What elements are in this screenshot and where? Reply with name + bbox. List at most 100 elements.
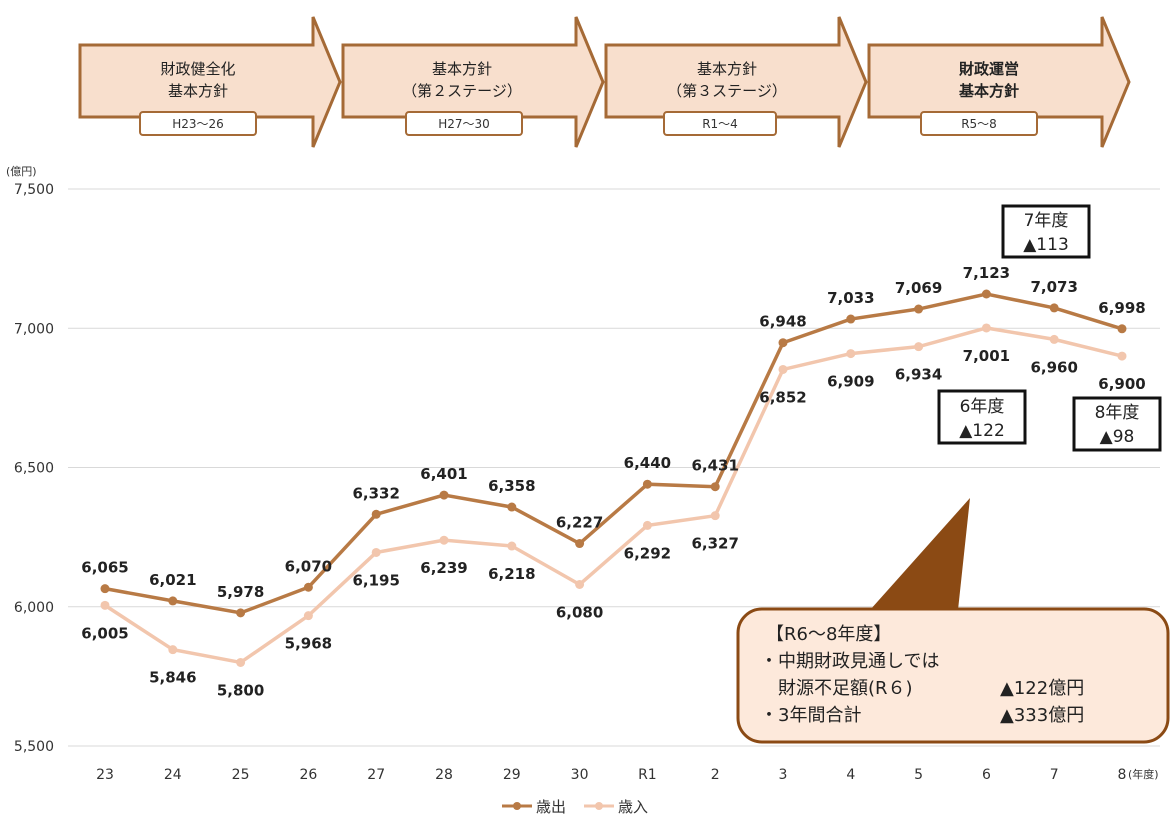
data-point xyxy=(778,364,788,374)
data-label: 6,218 xyxy=(488,565,535,583)
data-label: 6,227 xyxy=(556,514,603,532)
data-point xyxy=(1049,334,1059,344)
y-tick-label: 6,500 xyxy=(14,461,54,477)
deficit-year: 8年度 xyxy=(1095,403,1140,423)
legend-label: 歳出 xyxy=(536,798,566,816)
x-tick-label: 3 xyxy=(779,767,788,783)
phase-period: H23～26 xyxy=(172,117,224,131)
data-label: 7,033 xyxy=(827,289,874,307)
data-label: 5,978 xyxy=(217,583,264,601)
data-label: 7,073 xyxy=(1030,278,1077,296)
phase-period: H27～30 xyxy=(438,117,490,131)
x-tick-label: R1 xyxy=(638,767,657,783)
data-point xyxy=(507,541,517,551)
legend-label: 歳入 xyxy=(618,798,648,816)
data-label: 6,239 xyxy=(420,559,467,577)
data-label: 7,069 xyxy=(895,279,942,297)
x-tick-label: 25 xyxy=(232,767,250,783)
data-label: 6,998 xyxy=(1098,299,1145,317)
data-label: 5,846 xyxy=(149,669,196,687)
phase-arrow-2: 基本方針 （第２ステージ） H27～30 xyxy=(341,16,605,148)
data-point xyxy=(100,600,110,610)
data-point xyxy=(642,479,652,489)
y-axis-unit: (億円) xyxy=(6,165,37,178)
data-labels: 6,065 6,021 5,978 6,070 6,332 6,401 6,358 6,227… xyxy=(81,264,1145,699)
data-point xyxy=(303,611,313,621)
summary-note: 【R6～8年度】 ・中期財政見通しでは 財源不足額(R６) ▲122億円 ・3年… xyxy=(736,607,1170,744)
legend: 歳出 歳入 xyxy=(502,798,648,816)
phase-arrow-1: 財政健全化 基本方針 H23～26 xyxy=(78,16,342,148)
data-label: 6,431 xyxy=(691,457,738,475)
x-tick-label: 28 xyxy=(435,767,453,783)
data-point xyxy=(236,608,246,618)
note-amount-2: ▲333億円 xyxy=(1000,705,1084,726)
data-point xyxy=(371,509,381,519)
phase-title-line-2: （第３ステージ） xyxy=(667,82,787,100)
data-label: 6,195 xyxy=(352,571,399,589)
data-label: 6,005 xyxy=(81,624,128,642)
data-point xyxy=(778,338,788,348)
x-tick-label: 2 xyxy=(711,767,720,783)
data-label: 6,440 xyxy=(624,454,671,472)
deficit-box-r8: 8年度 ▲98 xyxy=(1072,396,1162,452)
data-label: 6,080 xyxy=(556,603,603,621)
phase-period: R5～8 xyxy=(961,117,997,131)
data-label: 6,960 xyxy=(1030,358,1077,376)
data-point xyxy=(914,342,924,352)
data-point xyxy=(846,349,856,359)
deficit-amount: ▲98 xyxy=(1100,427,1135,447)
note-heading: 【R6～8年度】 xyxy=(766,624,891,645)
data-point xyxy=(914,304,924,314)
data-label: 6,065 xyxy=(81,559,128,577)
data-label: 6,327 xyxy=(691,535,738,553)
data-point xyxy=(168,645,178,655)
phase-arrows: 財政健全化 基本方針 H23～26 基本方針 （第２ステージ） H27～30 基… xyxy=(78,16,1131,148)
data-label: 6,021 xyxy=(149,571,196,589)
phase-title-line-2: 基本方針 xyxy=(168,82,228,100)
deficit-box-r6: 6年度 ▲122 xyxy=(937,389,1027,445)
data-point xyxy=(642,520,652,530)
data-point xyxy=(439,490,449,500)
data-label: 6,900 xyxy=(1098,375,1145,393)
data-point xyxy=(100,584,110,594)
note-line-1: ・中期財政見通しでは xyxy=(760,651,939,672)
data-label: 6,948 xyxy=(759,313,806,331)
x-tick-label: 24 xyxy=(164,767,182,783)
x-axis-ticks: 23 24 25 26 27 28 29 30 R1 2 3 4 5 6 7 8 xyxy=(96,767,1126,783)
deficit-amount: ▲113 xyxy=(1023,235,1069,255)
y-tick-label: 6,000 xyxy=(14,600,54,616)
data-point xyxy=(168,596,178,606)
data-point xyxy=(1117,351,1127,361)
phase-title-line-1: 基本方針 xyxy=(697,60,757,78)
data-label: 6,401 xyxy=(420,465,467,483)
data-point xyxy=(371,547,381,557)
data-label: 6,292 xyxy=(624,544,671,562)
series-line-expenditure xyxy=(104,292,1123,615)
x-tick-label: 23 xyxy=(96,767,114,783)
data-point xyxy=(303,582,313,592)
data-label: 6,332 xyxy=(352,484,399,502)
phase-title-line-1: 財政健全化 xyxy=(160,60,235,78)
data-point xyxy=(507,502,517,512)
data-point xyxy=(575,539,585,549)
data-point xyxy=(981,323,991,333)
data-point xyxy=(981,289,991,299)
data-point xyxy=(710,511,720,521)
phase-arrow-4: 財政運営 基本方針 R5～8 xyxy=(867,16,1131,148)
x-tick-label: 6 xyxy=(982,767,991,783)
data-label: 6,070 xyxy=(285,557,332,575)
data-point xyxy=(1117,324,1127,334)
note-line-3: ・3年間合計 xyxy=(760,705,861,726)
phase-period: R1～4 xyxy=(702,117,738,131)
y-axis-ticks: 5,500 6,000 6,500 7,000 7,500 xyxy=(14,182,54,755)
data-point xyxy=(710,482,720,492)
data-point xyxy=(439,535,449,545)
phase-arrow-3: 基本方針 （第３ステージ） R1～4 xyxy=(604,16,868,148)
series-line-revenue xyxy=(104,326,1123,665)
x-tick-label: 4 xyxy=(846,767,855,783)
deficit-year: 6年度 xyxy=(960,397,1005,417)
y-tick-label: 7,000 xyxy=(14,321,54,337)
data-label: 6,909 xyxy=(827,373,874,391)
deficit-year: 7年度 xyxy=(1024,211,1069,231)
